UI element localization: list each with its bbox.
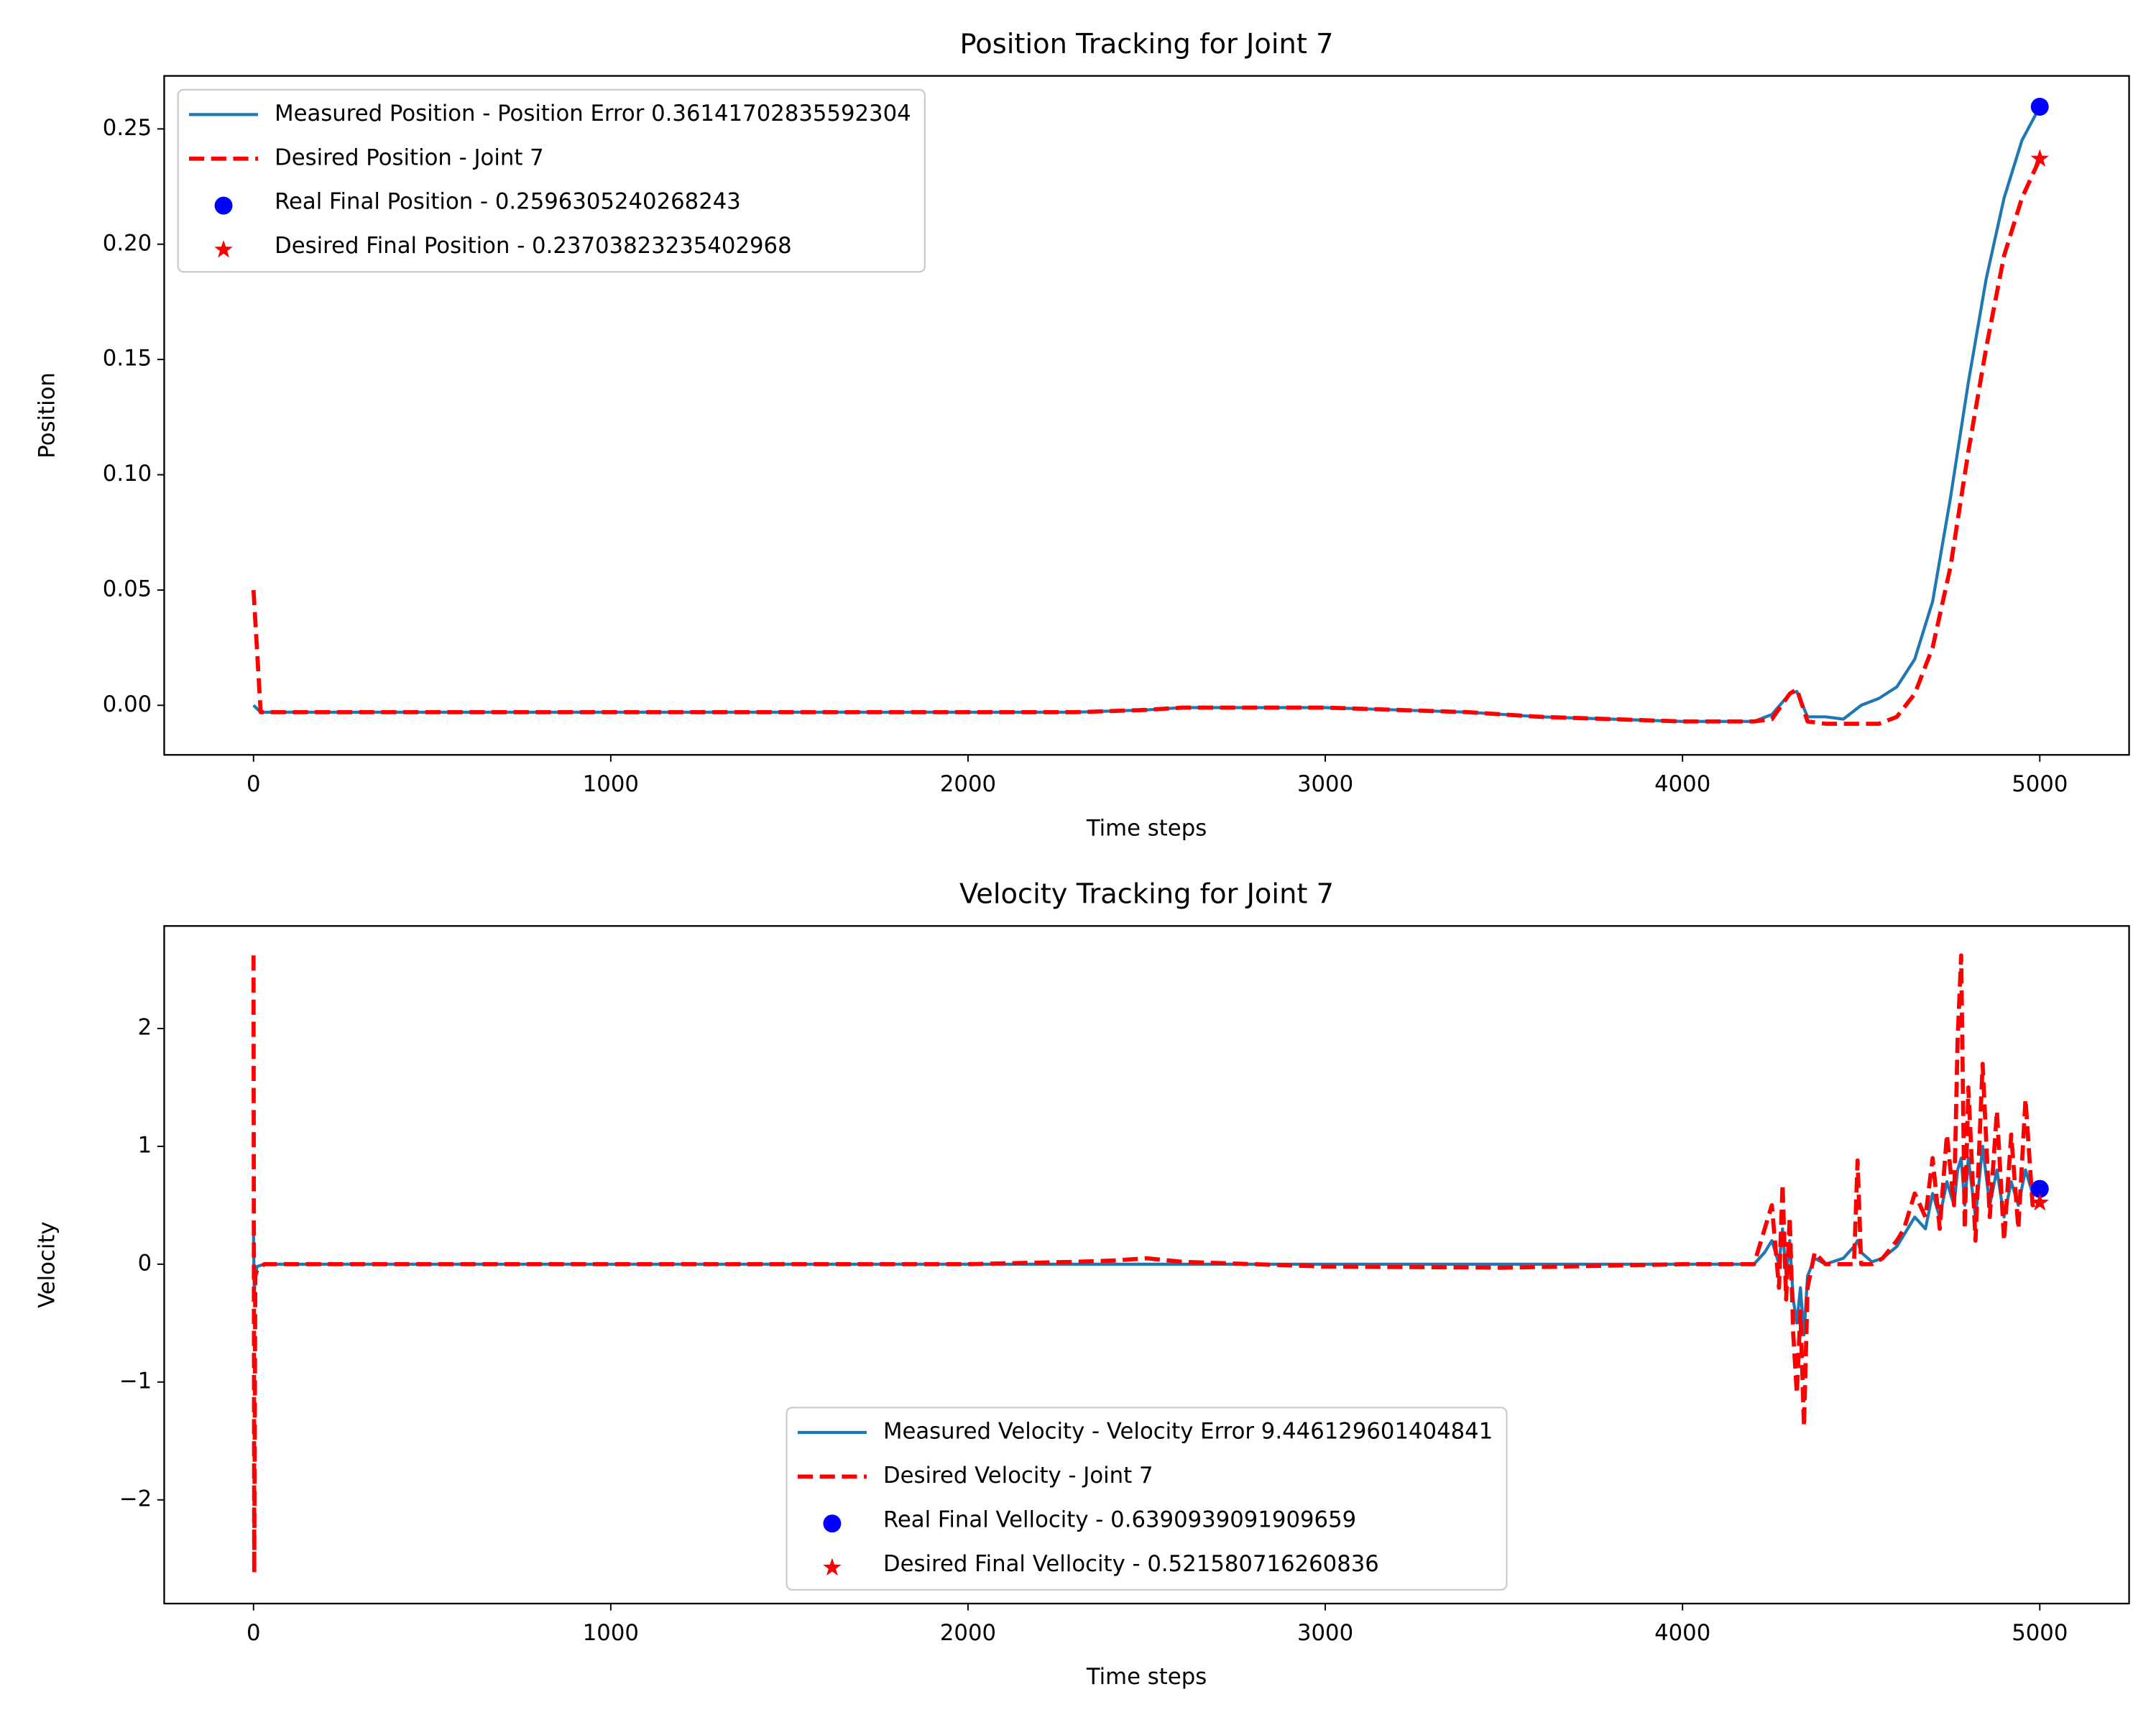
- y-tick-label: 1: [138, 1132, 152, 1158]
- final-point: [2030, 1192, 2050, 1211]
- legend-label: Measured Velocity - Velocity Error 9.446…: [883, 1418, 1493, 1444]
- chart: Velocity Tracking for Joint 7 Time steps V…: [34, 878, 2130, 1690]
- legend-label: Real Final Vellocity - 0.639093909190965…: [883, 1506, 1356, 1532]
- final-point: [2030, 98, 2049, 116]
- legend-label: Desired Final Position - 0.2370382323540…: [275, 233, 792, 259]
- final-point: [2030, 1179, 2049, 1198]
- legend-label: Real Final Position - 0.2596305240268243: [275, 189, 741, 215]
- legend-entry: Desired Final Vellocity - 0.521580716260…: [823, 1551, 1379, 1577]
- legend-label: Desired Final Vellocity - 0.521580716260…: [883, 1551, 1379, 1577]
- chart-title: Position Tracking for Joint 7: [960, 28, 1334, 60]
- legend: Measured Position - Position Error 0.361…: [177, 88, 926, 273]
- legend-entry: Desired Position - Joint 7: [189, 144, 544, 170]
- y-tick-label: 0.25: [103, 115, 152, 141]
- legend-entry: Desired Velocity - Joint 7: [797, 1463, 1153, 1489]
- axes-frame: [163, 925, 2130, 1605]
- y-tick-label: 0.00: [103, 691, 152, 717]
- y-axis-label: Velocity: [34, 1221, 60, 1308]
- line-series: [251, 953, 2041, 1576]
- legend-entry: Desired Final Position - 0.2370382323540…: [214, 233, 792, 259]
- y-tick-label: 0.10: [103, 461, 152, 487]
- legend-box: [786, 1407, 1508, 1591]
- chart-title: Velocity Tracking for Joint 7: [959, 878, 1334, 911]
- x-tick-label: 1000: [583, 771, 639, 797]
- x-axis-label: Time steps: [1086, 815, 1207, 841]
- y-tick-label: 0.15: [103, 346, 152, 372]
- legend-handle: [823, 1514, 842, 1533]
- x-tick-label: 2000: [940, 1620, 996, 1646]
- legend-entry: Real Final Position - 0.2596305240268243: [214, 189, 741, 215]
- x-tick-label: 0: [247, 771, 261, 797]
- y-tick-label: −2: [119, 1486, 152, 1512]
- plot-area: [251, 98, 2050, 726]
- x-axis-label: Time steps: [1086, 1664, 1207, 1690]
- x-tick-label: 4000: [1654, 771, 1710, 797]
- y-tick-label: 2: [138, 1014, 152, 1040]
- x-tick-label: 5000: [2012, 1620, 2068, 1646]
- legend-handle: [823, 1558, 842, 1576]
- legend-label: Measured Position - Position Error 0.361…: [275, 101, 911, 126]
- chart: Position Tracking for Joint 7 Time steps P…: [34, 28, 2130, 841]
- line-series: [252, 1144, 2041, 1337]
- y-tick-label: 0.05: [103, 576, 152, 602]
- x-tick-label: 5000: [2012, 771, 2068, 797]
- axes-frame: [163, 75, 2130, 756]
- x-tick-label: 0: [247, 1620, 261, 1646]
- legend: Measured Velocity - Velocity Error 9.446…: [786, 1407, 1508, 1591]
- legend-handle: [214, 196, 233, 215]
- plot-area: [251, 953, 2050, 1576]
- final-point: [2030, 149, 2050, 167]
- line-series: [251, 157, 2042, 726]
- x-tick-label: 3000: [1297, 771, 1353, 797]
- x-tick-label: 3000: [1297, 1620, 1353, 1646]
- x-tick-label: 1000: [583, 1620, 639, 1646]
- y-tick-label: 0: [138, 1250, 152, 1276]
- legend-box: [177, 88, 926, 273]
- legend-label: Desired Position - Joint 7: [275, 144, 544, 170]
- y-tick-label: −1: [119, 1368, 152, 1394]
- y-axis-label: Position: [34, 372, 60, 459]
- x-tick-label: 4000: [1654, 1620, 1710, 1646]
- y-tick-label: 0.20: [103, 230, 152, 256]
- legend-handle: [214, 240, 233, 258]
- legend-entry: Measured Position - Position Error 0.361…: [189, 101, 911, 126]
- legend-label: Desired Velocity - Joint 7: [883, 1463, 1153, 1489]
- legend-entry: Real Final Vellocity - 0.639093909190965…: [823, 1506, 1356, 1532]
- x-tick-label: 2000: [940, 771, 996, 797]
- legend-entry: Measured Velocity - Velocity Error 9.446…: [797, 1418, 1493, 1444]
